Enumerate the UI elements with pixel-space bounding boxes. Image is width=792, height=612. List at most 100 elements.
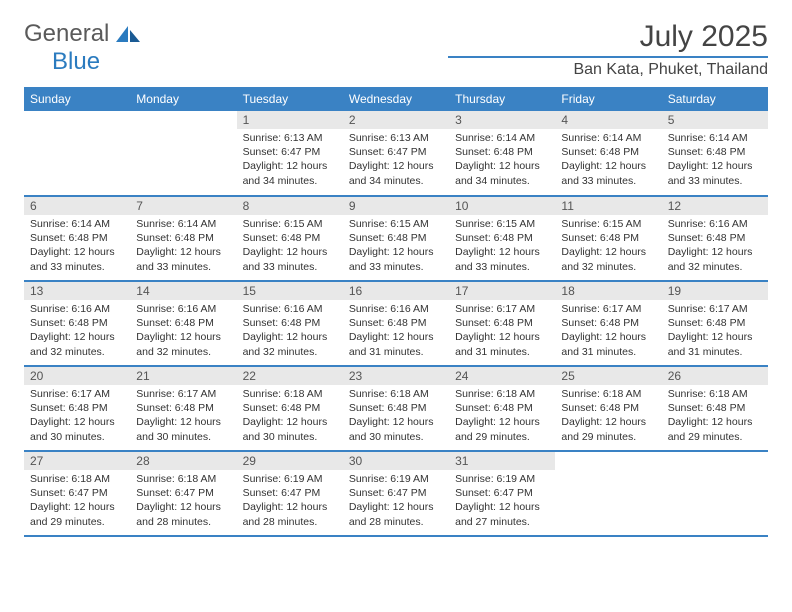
day-cell: 14Sunrise: 6:16 AMSunset: 6:48 PMDayligh… <box>130 281 236 366</box>
day-number: 12 <box>662 197 768 215</box>
day-number: 20 <box>24 367 130 385</box>
day-info: Sunrise: 6:17 AMSunset: 6:48 PMDaylight:… <box>130 385 236 448</box>
page-header: General July 2025 Ban Kata, Phuket, Thai… <box>24 20 768 79</box>
day-number: 17 <box>449 282 555 300</box>
day-info: Sunrise: 6:14 AMSunset: 6:48 PMDaylight:… <box>662 129 768 192</box>
day-cell: 15Sunrise: 6:16 AMSunset: 6:48 PMDayligh… <box>237 281 343 366</box>
day-info: Sunrise: 6:16 AMSunset: 6:48 PMDaylight:… <box>130 300 236 363</box>
location-text: Ban Kata, Phuket, Thailand <box>448 56 768 79</box>
day-number: 7 <box>130 197 236 215</box>
day-number: 5 <box>662 111 768 129</box>
day-cell: 21Sunrise: 6:17 AMSunset: 6:48 PMDayligh… <box>130 366 236 451</box>
day-info: Sunrise: 6:18 AMSunset: 6:48 PMDaylight:… <box>343 385 449 448</box>
day-info: Sunrise: 6:15 AMSunset: 6:48 PMDaylight:… <box>343 215 449 278</box>
weekday-header: Tuesday <box>237 87 343 111</box>
day-number: 18 <box>555 282 661 300</box>
day-info: Sunrise: 6:16 AMSunset: 6:48 PMDaylight:… <box>24 300 130 363</box>
day-cell: 4Sunrise: 6:14 AMSunset: 6:48 PMDaylight… <box>555 111 661 196</box>
day-number: 30 <box>343 452 449 470</box>
day-number: 11 <box>555 197 661 215</box>
weekday-header: Wednesday <box>343 87 449 111</box>
day-number: 25 <box>555 367 661 385</box>
day-number: 26 <box>662 367 768 385</box>
day-cell: 27Sunrise: 6:18 AMSunset: 6:47 PMDayligh… <box>24 451 130 536</box>
day-cell: 22Sunrise: 6:18 AMSunset: 6:48 PMDayligh… <box>237 366 343 451</box>
day-info: Sunrise: 6:15 AMSunset: 6:48 PMDaylight:… <box>449 215 555 278</box>
logo-text-part2: Blue <box>52 48 100 75</box>
day-number: 9 <box>343 197 449 215</box>
calendar-week-row: 1Sunrise: 6:13 AMSunset: 6:47 PMDaylight… <box>24 111 768 196</box>
day-cell: 24Sunrise: 6:18 AMSunset: 6:48 PMDayligh… <box>449 366 555 451</box>
day-number: 24 <box>449 367 555 385</box>
day-info: Sunrise: 6:18 AMSunset: 6:48 PMDaylight:… <box>449 385 555 448</box>
day-info: Sunrise: 6:18 AMSunset: 6:48 PMDaylight:… <box>237 385 343 448</box>
day-info: Sunrise: 6:16 AMSunset: 6:48 PMDaylight:… <box>237 300 343 363</box>
day-number: 22 <box>237 367 343 385</box>
day-info: Sunrise: 6:14 AMSunset: 6:48 PMDaylight:… <box>449 129 555 192</box>
day-number: 8 <box>237 197 343 215</box>
day-cell: 13Sunrise: 6:16 AMSunset: 6:48 PMDayligh… <box>24 281 130 366</box>
logo-text-part1: General <box>24 20 109 48</box>
day-number: 13 <box>24 282 130 300</box>
calendar-week-row: 13Sunrise: 6:16 AMSunset: 6:48 PMDayligh… <box>24 281 768 366</box>
day-info: Sunrise: 6:19 AMSunset: 6:47 PMDaylight:… <box>237 470 343 533</box>
day-cell: 18Sunrise: 6:17 AMSunset: 6:48 PMDayligh… <box>555 281 661 366</box>
calendar-week-row: 20Sunrise: 6:17 AMSunset: 6:48 PMDayligh… <box>24 366 768 451</box>
day-cell <box>662 451 768 536</box>
day-number: 29 <box>237 452 343 470</box>
day-number: 27 <box>24 452 130 470</box>
weekday-header: Thursday <box>449 87 555 111</box>
day-info: Sunrise: 6:19 AMSunset: 6:47 PMDaylight:… <box>343 470 449 533</box>
day-cell: 3Sunrise: 6:14 AMSunset: 6:48 PMDaylight… <box>449 111 555 196</box>
logo: General <box>24 20 144 48</box>
weekday-header: Sunday <box>24 87 130 111</box>
day-cell: 6Sunrise: 6:14 AMSunset: 6:48 PMDaylight… <box>24 196 130 281</box>
day-info: Sunrise: 6:16 AMSunset: 6:48 PMDaylight:… <box>662 215 768 278</box>
day-info: Sunrise: 6:17 AMSunset: 6:48 PMDaylight:… <box>555 300 661 363</box>
day-info: Sunrise: 6:17 AMSunset: 6:48 PMDaylight:… <box>449 300 555 363</box>
day-cell: 12Sunrise: 6:16 AMSunset: 6:48 PMDayligh… <box>662 196 768 281</box>
day-info: Sunrise: 6:18 AMSunset: 6:48 PMDaylight:… <box>662 385 768 448</box>
day-cell: 1Sunrise: 6:13 AMSunset: 6:47 PMDaylight… <box>237 111 343 196</box>
day-info: Sunrise: 6:13 AMSunset: 6:47 PMDaylight:… <box>343 129 449 192</box>
day-number: 21 <box>130 367 236 385</box>
weekday-header-row: SundayMondayTuesdayWednesdayThursdayFrid… <box>24 87 768 111</box>
day-info: Sunrise: 6:14 AMSunset: 6:48 PMDaylight:… <box>130 215 236 278</box>
day-info: Sunrise: 6:13 AMSunset: 6:47 PMDaylight:… <box>237 129 343 192</box>
day-cell: 25Sunrise: 6:18 AMSunset: 6:48 PMDayligh… <box>555 366 661 451</box>
day-number: 14 <box>130 282 236 300</box>
day-number: 28 <box>130 452 236 470</box>
logo-part2-wrapper: Blue <box>24 48 100 76</box>
day-number: 31 <box>449 452 555 470</box>
day-cell: 9Sunrise: 6:15 AMSunset: 6:48 PMDaylight… <box>343 196 449 281</box>
day-cell <box>24 111 130 196</box>
day-info: Sunrise: 6:17 AMSunset: 6:48 PMDaylight:… <box>662 300 768 363</box>
day-cell: 30Sunrise: 6:19 AMSunset: 6:47 PMDayligh… <box>343 451 449 536</box>
day-cell <box>130 111 236 196</box>
day-info: Sunrise: 6:19 AMSunset: 6:47 PMDaylight:… <box>449 470 555 533</box>
day-info: Sunrise: 6:18 AMSunset: 6:47 PMDaylight:… <box>24 470 130 533</box>
day-cell: 20Sunrise: 6:17 AMSunset: 6:48 PMDayligh… <box>24 366 130 451</box>
calendar-week-row: 6Sunrise: 6:14 AMSunset: 6:48 PMDaylight… <box>24 196 768 281</box>
calendar-week-row: 27Sunrise: 6:18 AMSunset: 6:47 PMDayligh… <box>24 451 768 536</box>
month-title: July 2025 <box>448 20 768 54</box>
day-cell: 11Sunrise: 6:15 AMSunset: 6:48 PMDayligh… <box>555 196 661 281</box>
day-cell: 5Sunrise: 6:14 AMSunset: 6:48 PMDaylight… <box>662 111 768 196</box>
day-number: 15 <box>237 282 343 300</box>
calendar-table: SundayMondayTuesdayWednesdayThursdayFrid… <box>24 87 768 537</box>
day-info: Sunrise: 6:17 AMSunset: 6:48 PMDaylight:… <box>24 385 130 448</box>
day-info: Sunrise: 6:15 AMSunset: 6:48 PMDaylight:… <box>555 215 661 278</box>
day-cell: 2Sunrise: 6:13 AMSunset: 6:47 PMDaylight… <box>343 111 449 196</box>
day-number: 19 <box>662 282 768 300</box>
day-cell: 26Sunrise: 6:18 AMSunset: 6:48 PMDayligh… <box>662 366 768 451</box>
day-number: 16 <box>343 282 449 300</box>
day-cell: 10Sunrise: 6:15 AMSunset: 6:48 PMDayligh… <box>449 196 555 281</box>
calendar-body: 1Sunrise: 6:13 AMSunset: 6:47 PMDaylight… <box>24 111 768 536</box>
day-number: 2 <box>343 111 449 129</box>
day-info: Sunrise: 6:14 AMSunset: 6:48 PMDaylight:… <box>555 129 661 192</box>
day-number: 3 <box>449 111 555 129</box>
day-cell: 7Sunrise: 6:14 AMSunset: 6:48 PMDaylight… <box>130 196 236 281</box>
day-number: 23 <box>343 367 449 385</box>
day-number: 6 <box>24 197 130 215</box>
day-cell: 8Sunrise: 6:15 AMSunset: 6:48 PMDaylight… <box>237 196 343 281</box>
